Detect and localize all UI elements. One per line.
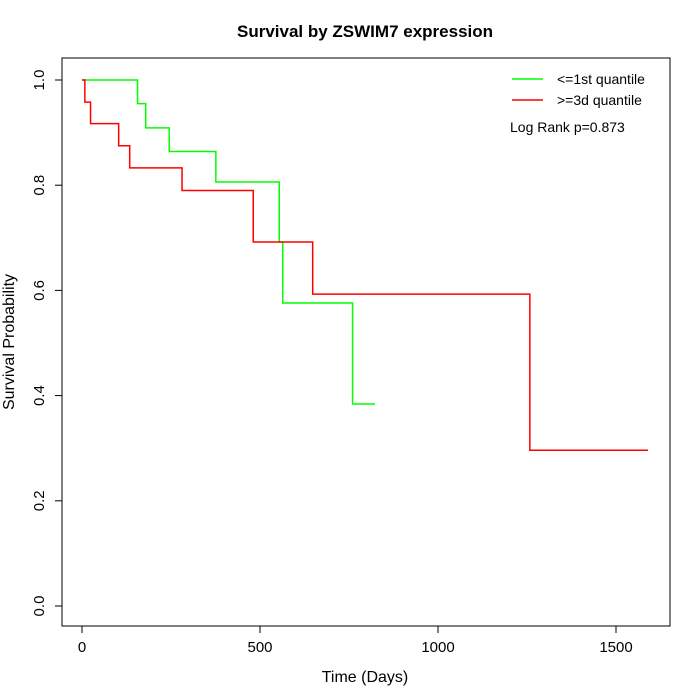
x-axis-label: Time (Days) xyxy=(322,669,409,686)
x-tick-label: 1500 xyxy=(599,639,632,656)
legend-label-low: <=1st quantile xyxy=(557,71,645,87)
survival-curve-high xyxy=(82,79,649,452)
y-tick-label: 0.4 xyxy=(31,385,48,406)
legend: <=1st quantile >=3d quantile Log Rank p=… xyxy=(510,71,645,135)
log-rank-annotation: Log Rank p=0.873 xyxy=(510,119,625,135)
x-tick-label: 1000 xyxy=(421,639,454,656)
x-tick-label: 500 xyxy=(247,639,272,656)
survival-curve-low xyxy=(82,79,375,405)
chart-title: Survival by ZSWIM7 expression xyxy=(237,22,493,41)
plot-area xyxy=(61,57,671,627)
y-tick-label: 1.0 xyxy=(31,70,48,91)
y-tick-label: 0.2 xyxy=(31,490,48,511)
y-tick-label: 0.0 xyxy=(31,596,48,617)
y-tick-label: 0.8 xyxy=(31,175,48,196)
x-tick-label: 0 xyxy=(78,639,86,656)
y-tick-label: 0.6 xyxy=(31,280,48,301)
y-axis-label: Survival Probability xyxy=(1,274,18,410)
legend-label-high: >=3d quantile xyxy=(557,92,642,108)
